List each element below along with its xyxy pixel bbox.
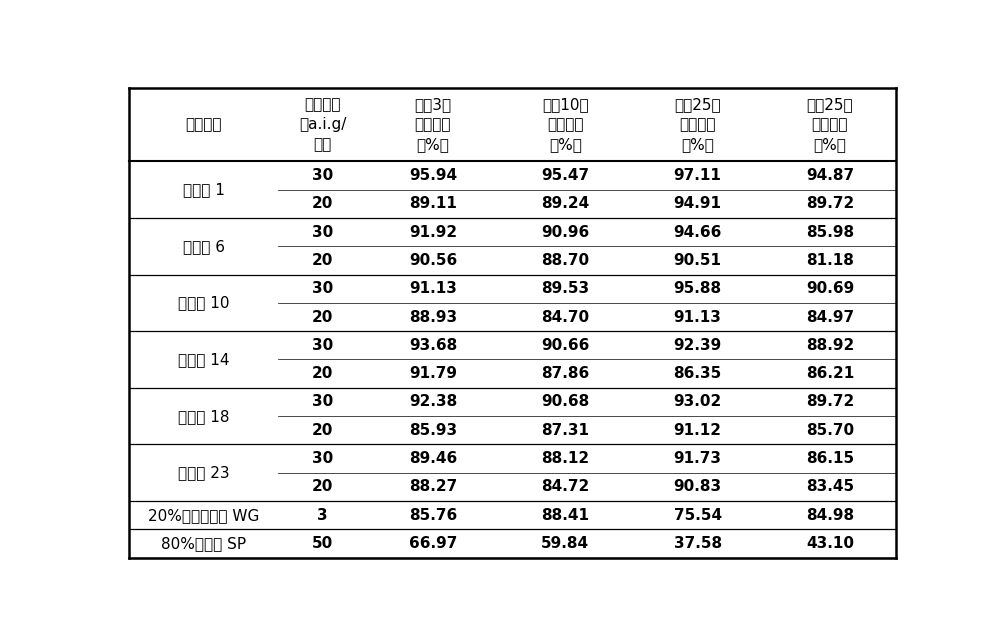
Text: 66.97: 66.97 bbox=[409, 536, 457, 551]
Text: 75.54: 75.54 bbox=[674, 508, 722, 523]
Text: 药后25天
保叶效果
（%）: 药后25天 保叶效果 （%） bbox=[807, 98, 853, 152]
Text: 20: 20 bbox=[312, 366, 333, 381]
Text: 85.76: 85.76 bbox=[409, 508, 457, 523]
Text: 实施例 1: 实施例 1 bbox=[183, 182, 225, 197]
Text: 实施例 18: 实施例 18 bbox=[178, 409, 229, 424]
Text: 85.93: 85.93 bbox=[409, 423, 457, 438]
Text: 92.39: 92.39 bbox=[673, 338, 722, 353]
Text: 87.86: 87.86 bbox=[541, 366, 589, 381]
Text: 药后10天
治虫效果
（%）: 药后10天 治虫效果 （%） bbox=[542, 98, 589, 152]
Text: 43.10: 43.10 bbox=[806, 536, 854, 551]
Text: 3: 3 bbox=[317, 508, 328, 523]
Text: 30: 30 bbox=[312, 451, 333, 466]
Text: 89.72: 89.72 bbox=[806, 394, 854, 410]
Text: 94.66: 94.66 bbox=[673, 225, 722, 239]
Text: 89.53: 89.53 bbox=[541, 281, 589, 296]
Text: 91.13: 91.13 bbox=[409, 281, 457, 296]
Text: 药后25天
治虫效果
（%）: 药后25天 治虫效果 （%） bbox=[674, 98, 721, 152]
Text: 37.58: 37.58 bbox=[674, 536, 722, 551]
Text: 实施例 6: 实施例 6 bbox=[183, 239, 225, 253]
Text: 88.12: 88.12 bbox=[541, 451, 589, 466]
Text: 86.21: 86.21 bbox=[806, 366, 854, 381]
Text: 20: 20 bbox=[312, 309, 333, 324]
Text: 84.72: 84.72 bbox=[541, 479, 589, 495]
Text: 83.45: 83.45 bbox=[806, 479, 854, 495]
Text: 93.02: 93.02 bbox=[673, 394, 722, 410]
Text: 89.11: 89.11 bbox=[409, 196, 457, 211]
Text: 86.35: 86.35 bbox=[673, 366, 722, 381]
Text: 20: 20 bbox=[312, 423, 333, 438]
Text: 使用剂量
（a.i.g/
亩）: 使用剂量 （a.i.g/ 亩） bbox=[299, 98, 346, 152]
Text: 实施例 23: 实施例 23 bbox=[178, 465, 229, 480]
Text: 50: 50 bbox=[312, 536, 333, 551]
Text: 89.72: 89.72 bbox=[806, 196, 854, 211]
Text: 97.11: 97.11 bbox=[674, 168, 722, 183]
Text: 91.73: 91.73 bbox=[674, 451, 722, 466]
Text: 90.96: 90.96 bbox=[541, 225, 589, 239]
Text: 92.38: 92.38 bbox=[409, 394, 457, 410]
Text: 90.66: 90.66 bbox=[541, 338, 589, 353]
Text: 95.47: 95.47 bbox=[541, 168, 589, 183]
Text: 89.46: 89.46 bbox=[409, 451, 457, 466]
Text: 84.98: 84.98 bbox=[806, 508, 854, 523]
Text: 91.12: 91.12 bbox=[674, 423, 722, 438]
Text: 88.93: 88.93 bbox=[409, 309, 457, 324]
Text: 实施例 10: 实施例 10 bbox=[178, 295, 229, 311]
Text: 90.68: 90.68 bbox=[541, 394, 589, 410]
Text: 94.91: 94.91 bbox=[674, 196, 722, 211]
Text: 95.94: 95.94 bbox=[409, 168, 457, 183]
Text: 85.98: 85.98 bbox=[806, 225, 854, 239]
Text: 88.27: 88.27 bbox=[409, 479, 457, 495]
Text: 93.68: 93.68 bbox=[409, 338, 457, 353]
Text: 91.13: 91.13 bbox=[674, 309, 722, 324]
Text: 95.88: 95.88 bbox=[674, 281, 722, 296]
Text: 87.31: 87.31 bbox=[541, 423, 589, 438]
Text: 20%氟虫双酰胺 WG: 20%氟虫双酰胺 WG bbox=[148, 508, 259, 523]
Text: 30: 30 bbox=[312, 281, 333, 296]
Text: 81.18: 81.18 bbox=[806, 253, 854, 268]
Text: 药后3天
治虫效果
（%）: 药后3天 治虫效果 （%） bbox=[414, 98, 451, 152]
Text: 80%杀虫单 SP: 80%杀虫单 SP bbox=[161, 536, 246, 551]
Text: 90.83: 90.83 bbox=[674, 479, 722, 495]
Text: 实施例 14: 实施例 14 bbox=[178, 352, 229, 367]
Text: 84.70: 84.70 bbox=[541, 309, 589, 324]
Text: 89.24: 89.24 bbox=[541, 196, 589, 211]
Text: 88.92: 88.92 bbox=[806, 338, 854, 353]
Text: 94.87: 94.87 bbox=[806, 168, 854, 183]
Text: 88.70: 88.70 bbox=[541, 253, 589, 268]
Text: 88.41: 88.41 bbox=[541, 508, 589, 523]
Text: 药剂名称: 药剂名称 bbox=[185, 117, 222, 132]
Text: 90.69: 90.69 bbox=[806, 281, 854, 296]
Text: 85.70: 85.70 bbox=[806, 423, 854, 438]
Text: 30: 30 bbox=[312, 168, 333, 183]
Text: 91.79: 91.79 bbox=[409, 366, 457, 381]
Text: 30: 30 bbox=[312, 394, 333, 410]
Text: 30: 30 bbox=[312, 338, 333, 353]
Text: 20: 20 bbox=[312, 253, 333, 268]
Text: 20: 20 bbox=[312, 196, 333, 211]
Text: 20: 20 bbox=[312, 479, 333, 495]
Text: 59.84: 59.84 bbox=[541, 536, 589, 551]
Text: 84.97: 84.97 bbox=[806, 309, 854, 324]
Text: 91.92: 91.92 bbox=[409, 225, 457, 239]
Text: 86.15: 86.15 bbox=[806, 451, 854, 466]
Text: 30: 30 bbox=[312, 225, 333, 239]
Text: 90.51: 90.51 bbox=[674, 253, 722, 268]
Text: 90.56: 90.56 bbox=[409, 253, 457, 268]
